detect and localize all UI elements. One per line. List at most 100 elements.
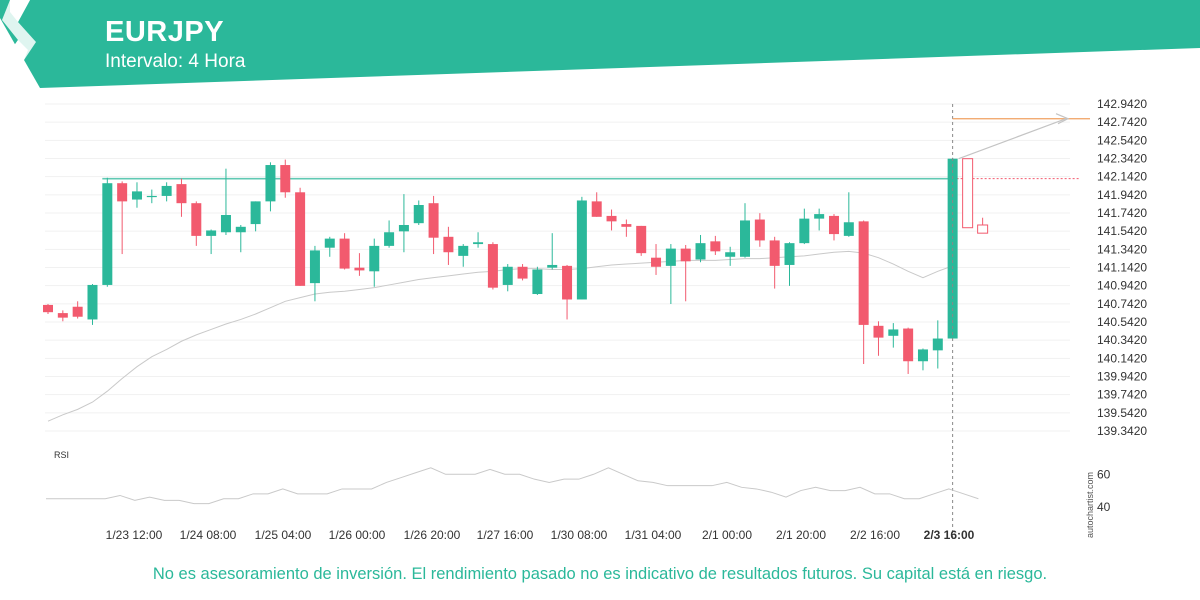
disclaimer-text: No es asesoramiento de inversión. El ren… (152, 565, 1048, 583)
candle (917, 348, 928, 371)
candle (191, 201, 202, 246)
price-tick-label: 140.7420 (1097, 297, 1147, 311)
candle (220, 168, 231, 235)
candle-body (339, 238, 350, 269)
candle-body (799, 218, 810, 244)
candle (725, 246, 736, 266)
time-tick-label: 2/1 00:00 (702, 528, 752, 542)
time-tick-label: 2/2 16:00 (850, 528, 900, 542)
candle-body (710, 241, 721, 252)
candle-body (428, 203, 439, 238)
candle-body (858, 221, 869, 325)
candle-body (636, 225, 647, 254)
price-tick-label: 141.1420 (1097, 261, 1147, 275)
candle (562, 264, 573, 320)
candle (636, 225, 647, 256)
price-tick-label: 139.9420 (1097, 370, 1147, 384)
candle-body (725, 252, 736, 257)
candle (309, 245, 320, 302)
price-grid (45, 103, 1070, 432)
autochartist-logo-icon (2, 0, 36, 60)
forecast-candle-body (977, 224, 989, 234)
price-tick-label: 142.1420 (1097, 170, 1147, 184)
candle-body (235, 226, 246, 233)
candle (72, 301, 83, 319)
candle (799, 208, 810, 245)
header-banner: EURJPY Intervalo: 4 Hora (0, 0, 1200, 90)
candle-body (384, 232, 395, 246)
candle-body (354, 267, 365, 271)
candle-body (562, 265, 573, 300)
candle (131, 182, 142, 208)
candle-body (87, 284, 98, 320)
candle-body (280, 165, 291, 193)
candle (146, 189, 157, 204)
candle-body (176, 184, 187, 204)
candle-body (250, 201, 261, 225)
candle-body (43, 304, 53, 313)
candle-body (547, 264, 558, 268)
candle (606, 209, 617, 231)
candle (740, 203, 751, 258)
candle (621, 219, 632, 237)
candle (547, 233, 558, 270)
candle (57, 310, 68, 322)
candle-body (398, 224, 409, 232)
candle (428, 195, 439, 255)
candle-body (487, 244, 498, 288)
candle-body (903, 328, 914, 362)
time-tick-label: 2/1 20:00 (776, 528, 826, 542)
candle (324, 236, 335, 257)
candle-body (680, 248, 691, 262)
forecast-layer (952, 104, 1090, 540)
candle (754, 213, 765, 247)
candle (295, 187, 306, 286)
candle-body (740, 220, 751, 257)
time-tick-label: 1/26 00:00 (329, 528, 386, 542)
price-axis: 142.9420 142.7420 142.5420 142.3420 142.1420… (1097, 97, 1147, 438)
candle (250, 201, 261, 232)
candle-body (695, 243, 706, 260)
candle (651, 244, 662, 275)
candle-body (843, 222, 854, 236)
candle-body (784, 243, 795, 265)
candle (176, 178, 187, 217)
price-tick-label: 139.7420 (1097, 388, 1147, 402)
candle (532, 266, 543, 295)
candle (502, 264, 513, 292)
candle (235, 224, 246, 253)
candle-body (473, 242, 484, 245)
candle (903, 327, 914, 374)
interval-subtitle: Intervalo: 4 Hora (105, 51, 246, 72)
candle (43, 304, 53, 315)
price-tick-label: 141.5420 (1097, 224, 1147, 238)
price-tick-label: 142.3420 (1097, 152, 1147, 166)
time-tick-label: 1/27 16:00 (477, 528, 534, 542)
candle (161, 182, 172, 202)
price-tick-label: 142.7420 (1097, 115, 1147, 129)
time-tick-label: 1/31 04:00 (625, 528, 682, 542)
candle-body (606, 215, 617, 222)
candle (665, 244, 676, 305)
candle-body (324, 238, 335, 248)
candle (354, 253, 365, 276)
time-axis: 1/23 12:00 1/24 08:00 1/25 04:00 1/26 00:00… (106, 528, 975, 542)
price-tick-label: 142.5420 (1097, 133, 1147, 147)
candle (680, 244, 691, 302)
candle (413, 200, 424, 225)
rsi-line (46, 467, 979, 505)
rsi-panel: RSI 60 40 (46, 450, 1111, 514)
candle-body (932, 338, 943, 351)
rsi-label: RSI (54, 450, 69, 460)
candle-body (131, 191, 142, 200)
symbol-title: EURJPY (105, 16, 225, 48)
candle (784, 242, 795, 286)
candle-body (146, 195, 157, 198)
candle (814, 208, 825, 231)
candle (87, 284, 98, 325)
price-tick-label: 140.5420 (1097, 315, 1147, 329)
moving-average-layer (47, 250, 953, 422)
candle-body (413, 205, 424, 224)
candle (384, 220, 395, 248)
